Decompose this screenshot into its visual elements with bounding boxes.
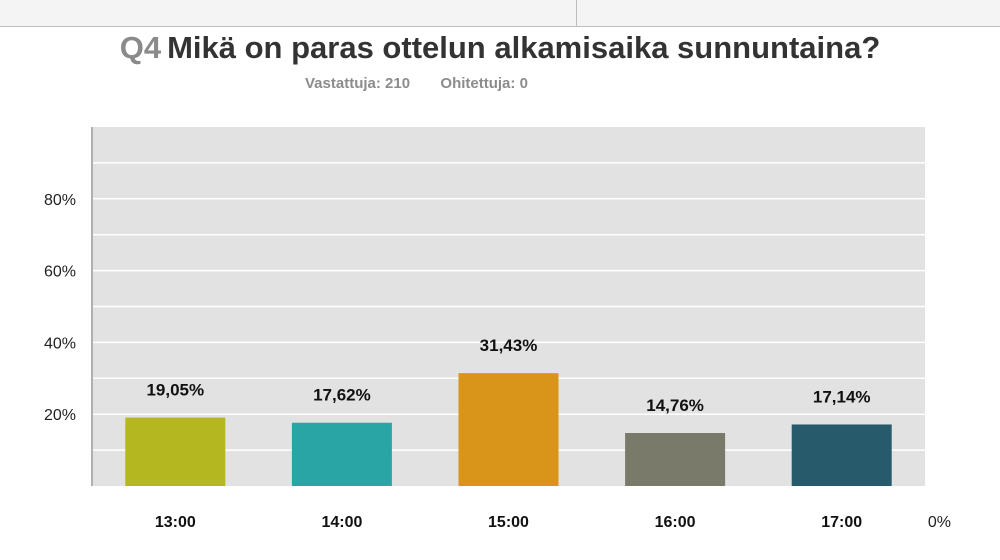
answered-value: 210 [385,75,411,92]
y-tick-label: 0% [928,514,951,531]
data-label: 17,62% [313,386,371,405]
x-tick-label: 13:00 [155,514,196,531]
x-tick-label: 17:00 [821,514,862,531]
toolbar-divider [576,0,577,26]
bar [791,424,892,486]
bar [125,417,226,486]
bar [625,433,726,486]
y-tick-label: 80% [44,192,76,209]
data-label: 17,14% [813,387,871,406]
x-tick-label: 16:00 [655,514,696,531]
response-stats: Vastattuja: 210 Ohitettuja: 0 [305,75,528,92]
bar [291,422,392,486]
question-text: Mikä on paras ottelun alkamisaika sunnun… [167,30,881,65]
y-tick-label: 60% [44,264,76,281]
question-number: Q4 [119,30,162,65]
x-tick-label: 14:00 [321,514,362,531]
data-label: 19,05% [146,381,204,400]
answered-label: Vastattuja: [305,75,381,92]
data-label: 14,76% [646,396,704,415]
y-tick-label: 40% [44,335,76,352]
skipped-value: 0 [519,75,528,92]
top-toolbar [0,0,1000,27]
bar [458,373,559,486]
data-label: 31,43% [480,336,538,355]
question-title: Q4 Mikä on paras ottelun alkamisaika sunn… [0,30,1000,66]
skipped-label: Ohitettuja: [440,75,516,92]
y-tick-label: 20% [44,407,76,424]
x-tick-label: 15:00 [488,514,529,531]
